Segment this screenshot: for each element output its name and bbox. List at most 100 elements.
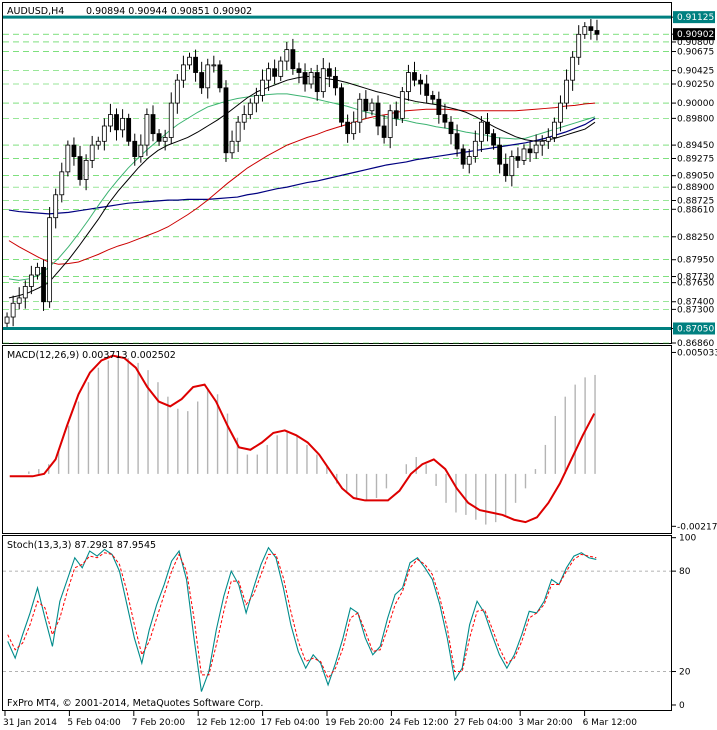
- candle-body: [284, 49, 290, 62]
- candle-body: [479, 121, 484, 142]
- price-tick-label: 0.90425: [677, 67, 714, 77]
- stoch-signal-line: [7, 552, 597, 680]
- candle-body: [527, 148, 533, 154]
- candle-body: [351, 121, 357, 135]
- price-tick-label: 0.89450: [677, 141, 714, 151]
- stoch-panel: 100 80 20 0 Stoch(13,3,3) 87.2981 87.9545 F…: [2, 534, 696, 711]
- candle-body: [253, 95, 259, 104]
- candle-body: [503, 163, 509, 177]
- candle-body: [211, 64, 217, 67]
- candle-body: [235, 121, 241, 142]
- ohlc-label: 0.90894 0.90944 0.90851 0.90902: [86, 6, 252, 17]
- candle-body: [430, 95, 436, 100]
- price-tick-label: 0.86860: [677, 339, 714, 349]
- candle-body: [497, 144, 503, 165]
- stoch-tick-label: 20: [679, 668, 691, 678]
- candle-body: [406, 72, 411, 93]
- candle-body: [199, 72, 205, 89]
- macd-label: MACD(12,26,9) 0.003713 0.002502: [7, 350, 176, 361]
- price-tick-label: 0.89275: [677, 154, 714, 164]
- candle-body: [564, 79, 569, 104]
- stoch-panel-frame: [2, 535, 672, 711]
- candle-body: [150, 114, 156, 135]
- candle-body: [205, 64, 211, 89]
- price-tick-label: 0.87300: [677, 305, 714, 315]
- candle-body: [272, 68, 278, 77]
- price-tick-label: 0.87050: [677, 324, 714, 334]
- time-tick-label: 19 Feb 20:00: [325, 718, 384, 728]
- time-tick-label: 5 Feb 04:00: [67, 718, 121, 728]
- candle-body: [41, 266, 46, 303]
- price-tick-highlight: [673, 322, 715, 335]
- candle-body: [533, 144, 539, 154]
- candle-body: [65, 144, 71, 173]
- price-tick-label: 0.88610: [677, 205, 714, 215]
- candle-body: [485, 121, 490, 135]
- candle-body: [333, 75, 338, 89]
- candle-body: [181, 64, 186, 81]
- candle-body: [278, 60, 284, 77]
- candle-body: [223, 87, 229, 154]
- candle-body: [363, 98, 369, 112]
- price-tick-highlight: [673, 28, 715, 41]
- candle-body: [296, 68, 302, 73]
- candle-body: [229, 140, 235, 154]
- time-tick-label: 27 Feb 04:00: [454, 718, 513, 728]
- macd-tick-label: 0.005033: [677, 348, 717, 358]
- price-tick-label: 0.87950: [677, 256, 714, 266]
- candle-body: [369, 102, 375, 112]
- macd-tick-label: -0.002173: [677, 522, 717, 532]
- candle-body: [588, 26, 594, 31]
- time-axis: 31 Jan 2014 5 Feb 04:00 7 Feb 20:00 12 Feb …: [3, 711, 637, 728]
- candle-body: [393, 110, 399, 119]
- candle-body: [460, 148, 466, 165]
- price-tick-label: 0.87730: [677, 273, 714, 283]
- price-tick-label: 0.88900: [677, 183, 714, 193]
- ema-50-line: [8, 93, 596, 281]
- candle-body: [357, 98, 363, 123]
- stoch-tick-label: 0: [679, 701, 685, 711]
- candle-body: [472, 140, 478, 157]
- price-tick-label: 0.89800: [677, 114, 714, 124]
- candle-body: [126, 117, 132, 142]
- sma-20-line: [8, 75, 596, 299]
- time-tick-label: 17 Feb 04:00: [261, 718, 320, 728]
- price-tick-label: 0.90902: [677, 30, 714, 40]
- stoch-tick-label: 100: [679, 534, 696, 544]
- candle-body: [16, 297, 22, 304]
- candle-body: [412, 72, 417, 81]
- candle-body: [120, 117, 125, 131]
- candle-body: [241, 114, 247, 123]
- candle-body: [308, 72, 314, 85]
- candle-body: [187, 56, 192, 66]
- candle-body: [156, 133, 162, 142]
- price-tick-label: 0.87650: [677, 279, 714, 289]
- candle-body: [217, 64, 223, 89]
- candle-body: [89, 144, 95, 161]
- candle-body: [345, 121, 351, 135]
- time-tick-label: 3 Mar 20:00: [518, 718, 573, 728]
- candle-body: [95, 140, 101, 146]
- candle-body: [22, 286, 28, 299]
- footer-copyright: FxPro MT4, © 2001-2014, MetaQuotes Softw…: [7, 698, 263, 709]
- candle-body: [339, 87, 344, 123]
- candle-body: [314, 72, 320, 93]
- candle-body: [77, 156, 83, 180]
- candle-body: [582, 26, 588, 35]
- stoch-tick-label: 80: [679, 567, 691, 577]
- candle-body: [387, 110, 393, 138]
- candle-body: [491, 133, 496, 146]
- candle-body: [260, 79, 265, 96]
- price-tick-highlight: [673, 11, 715, 24]
- candle-body: [424, 83, 430, 96]
- candle-body: [448, 121, 454, 135]
- candle-body: [545, 137, 551, 142]
- macd-signal-line: [9, 354, 596, 524]
- time-tick-label: 31 Jan 2014: [3, 718, 57, 728]
- price-tick-label: 0.90250: [677, 80, 714, 90]
- candle-body: [576, 33, 582, 58]
- candle-body: [399, 91, 405, 119]
- sma-100-line: [8, 102, 596, 265]
- candle-body: [132, 140, 138, 157]
